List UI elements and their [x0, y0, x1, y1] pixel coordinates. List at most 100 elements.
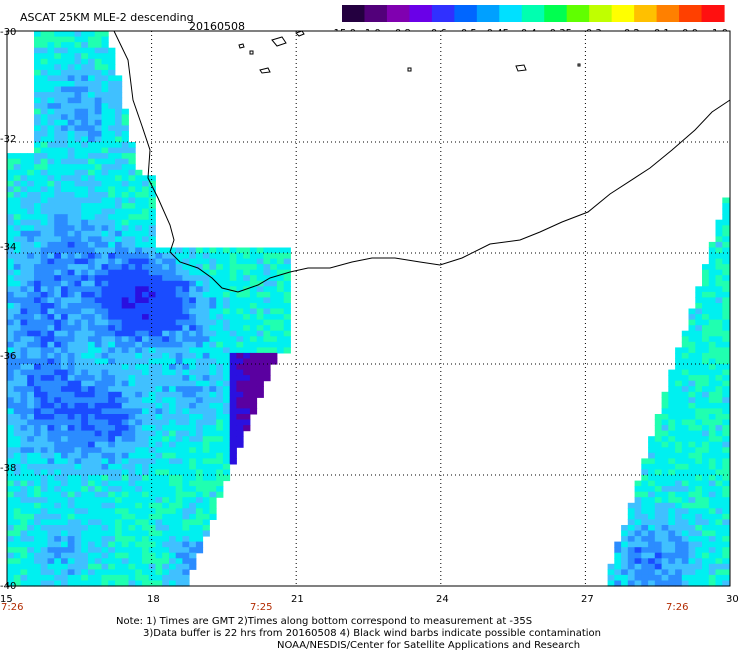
- wind-cell: [148, 275, 156, 282]
- wind-cell: [67, 497, 75, 504]
- wind-cell: [94, 574, 102, 581]
- map-frame: [6, 30, 731, 587]
- wind-cell: [54, 475, 62, 482]
- wind-cell: [648, 519, 656, 526]
- wind-cell: [61, 86, 69, 93]
- wind-cell: [155, 530, 163, 537]
- wind-cell: [27, 552, 35, 559]
- wind-cell: [27, 469, 35, 476]
- wind-cell: [621, 525, 629, 532]
- wind-cell: [641, 475, 649, 482]
- wind-cell: [229, 253, 237, 260]
- wind-cell: [34, 303, 42, 310]
- wind-cell: [169, 308, 177, 315]
- wind-cell: [13, 552, 21, 559]
- wind-cell: [94, 81, 102, 88]
- wind-cell: [621, 541, 629, 548]
- wind-cell: [648, 447, 656, 454]
- wind-cell: [175, 536, 183, 543]
- wind-cell: [61, 280, 69, 287]
- wind-cell: [668, 436, 676, 443]
- wind-cell: [115, 225, 123, 232]
- wind-cell: [115, 125, 123, 132]
- wind-cell: [142, 230, 150, 237]
- wind-cell: [74, 180, 82, 187]
- wind-cell: [189, 253, 197, 260]
- wind-cell: [40, 541, 48, 548]
- wind-cell: [61, 480, 69, 487]
- wind-cell: [162, 441, 170, 448]
- wind-cell: [668, 463, 676, 470]
- wind-cell: [94, 525, 102, 532]
- wind-cell: [20, 430, 28, 437]
- wind-cell: [189, 341, 197, 348]
- wind-cell: [222, 458, 231, 465]
- wind-cell: [216, 280, 224, 287]
- wind-cell: [722, 241, 730, 248]
- wind-cell: [189, 264, 197, 271]
- wind-cell: [61, 452, 69, 459]
- wind-cell: [61, 258, 69, 265]
- wind-cell: [61, 275, 69, 282]
- wind-cell: [243, 258, 251, 265]
- wind-cell: [135, 208, 143, 215]
- wind-cell: [675, 447, 683, 454]
- wind-cell: [101, 497, 109, 504]
- wind-cell: [702, 452, 710, 459]
- wind-cell: [40, 519, 48, 526]
- wind-cell: [34, 408, 42, 415]
- wind-cell: [162, 469, 170, 476]
- wind-cell: [722, 525, 730, 532]
- wind-cell: [202, 525, 210, 532]
- wind-cell: [115, 253, 123, 260]
- wind-cell: [20, 219, 28, 226]
- wind-cell: [61, 463, 69, 470]
- wind-cell: [222, 402, 231, 409]
- wind-cell: [148, 241, 156, 248]
- wind-cell: [236, 358, 244, 365]
- wind-cell: [101, 58, 109, 65]
- wind-cell: [27, 164, 35, 171]
- wind-cell: [661, 513, 669, 520]
- wind-cell: [654, 447, 662, 454]
- wind-cell: [88, 391, 96, 398]
- wind-cell: [47, 175, 55, 182]
- wind-cell: [195, 497, 204, 504]
- wind-cell: [695, 480, 703, 487]
- wind-cell: [135, 258, 143, 265]
- wind-cell: [128, 380, 136, 387]
- wind-cell: [94, 275, 102, 282]
- wind-cell: [88, 414, 96, 421]
- wind-cell: [61, 497, 69, 504]
- wind-cell: [81, 441, 89, 448]
- wind-cell: [81, 169, 89, 176]
- wind-cell: [256, 375, 264, 382]
- wind-cell: [256, 330, 264, 337]
- wind-cell: [189, 430, 197, 437]
- wind-cell: [47, 536, 55, 543]
- wind-cell: [195, 358, 204, 365]
- wind-cell: [702, 380, 710, 387]
- wind-cell: [216, 286, 224, 293]
- wind-cell: [222, 475, 231, 482]
- wind-cell: [67, 169, 75, 176]
- wind-cell: [162, 375, 170, 382]
- wind-cell: [7, 419, 15, 426]
- wind-cell: [27, 580, 35, 587]
- wind-cell: [702, 369, 710, 376]
- wind-cell: [688, 458, 696, 465]
- wind-cell: [67, 364, 75, 371]
- wind-cell: [675, 441, 683, 448]
- wind-cell: [7, 402, 15, 409]
- wind-cell: [175, 253, 183, 260]
- wind-cell: [34, 502, 42, 509]
- wind-cell: [702, 375, 710, 382]
- wind-cell: [121, 208, 129, 215]
- wind-cell: [115, 114, 123, 121]
- wind-cell: [695, 441, 703, 448]
- wind-cell: [148, 525, 156, 532]
- wind-cell: [715, 414, 723, 421]
- wind-cell: [81, 31, 89, 38]
- wind-cell: [661, 502, 669, 509]
- wind-cell: [722, 402, 730, 409]
